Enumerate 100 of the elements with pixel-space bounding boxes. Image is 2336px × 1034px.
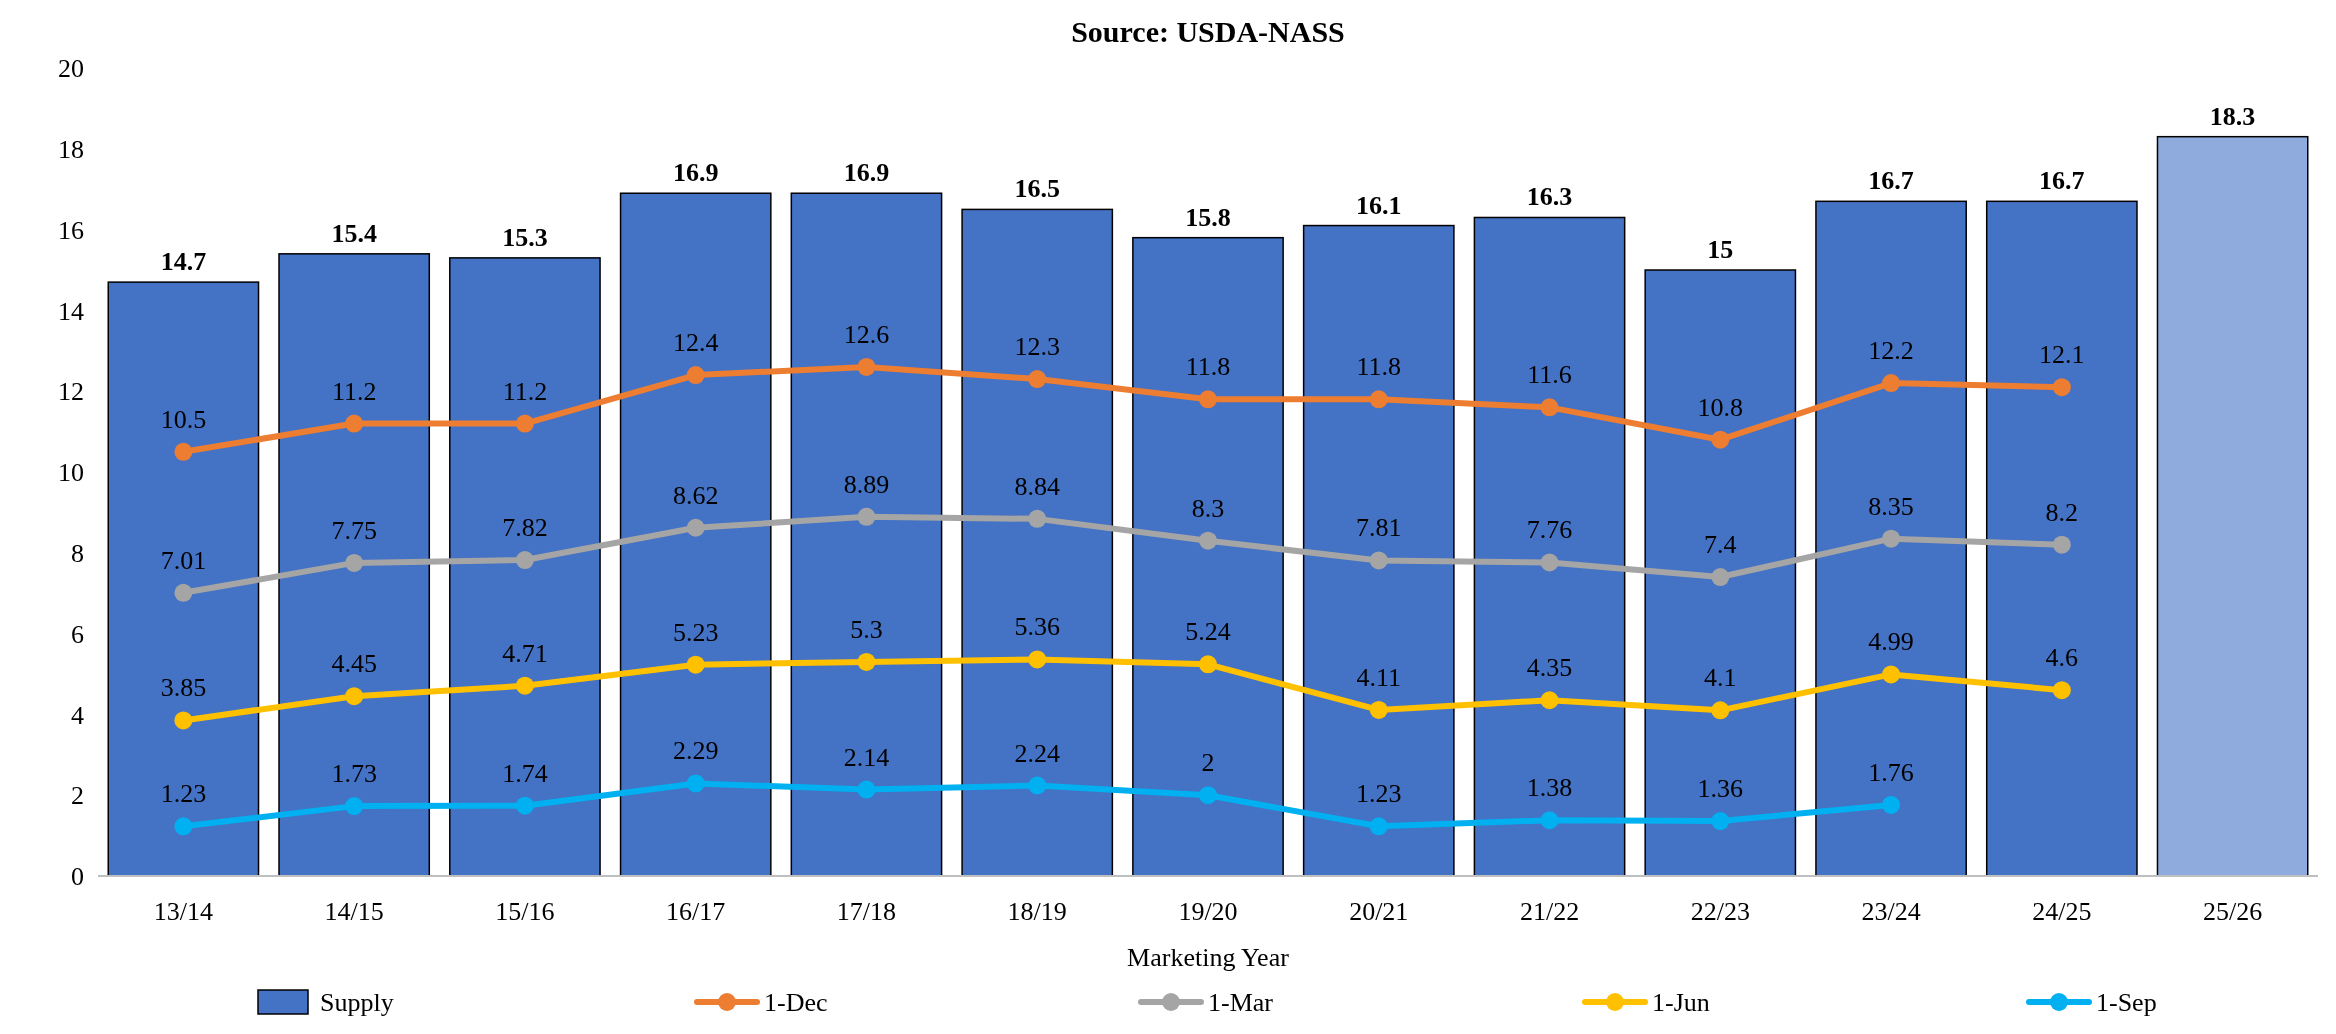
point [1369, 390, 1388, 409]
data-label: 15.8 [1185, 202, 1231, 232]
y-tick-label: 14 [58, 296, 84, 326]
data-label: 5.23 [672, 617, 719, 647]
point [1199, 786, 1217, 805]
data-label: 16.9 [672, 158, 719, 188]
point [1369, 817, 1388, 836]
x-tick-label: 16/17 [666, 897, 726, 926]
point [1882, 529, 1901, 548]
data-label: 4.71 [502, 638, 548, 668]
data-label: 2 [1201, 748, 1215, 778]
data-label: 1.23 [1356, 779, 1402, 809]
point [2052, 535, 2071, 554]
x-tick-label: 19/20 [1178, 897, 1238, 926]
point [686, 774, 705, 793]
legend-label: 1-Sep [2096, 988, 2157, 1018]
data-label: 5.36 [1014, 612, 1060, 642]
data-label: 7.75 [331, 515, 377, 545]
point [1882, 374, 1901, 393]
data-label: 7.4 [1704, 530, 1737, 560]
point [515, 796, 534, 815]
data-label: 12.6 [843, 319, 890, 349]
data-label: 16.1 [1356, 190, 1402, 220]
point [515, 414, 534, 433]
bar [1302, 224, 1455, 877]
x-tick-label: 17/18 [836, 897, 897, 926]
y-tick-label: 20 [58, 54, 84, 84]
point [345, 687, 364, 706]
bar [1473, 216, 1626, 877]
y-tick-label: 16 [58, 215, 84, 245]
data-label: 1.76 [1868, 757, 1914, 787]
data-label: 7.82 [502, 513, 548, 543]
y-tick-label: 0 [71, 862, 84, 892]
data-label: 8.2 [2045, 497, 2079, 527]
legend-label: 1-Dec [764, 988, 828, 1018]
x-tick-label: 18/19 [1007, 897, 1067, 926]
point [174, 711, 193, 730]
data-label: 7.81 [1356, 513, 1402, 543]
point [1711, 568, 1730, 587]
data-label: 4.6 [2045, 643, 2079, 673]
data-label: 3.85 [160, 673, 207, 703]
y-tick-label: 2 [71, 781, 84, 811]
point [1711, 430, 1730, 449]
data-label: 12.2 [1868, 336, 1914, 366]
point [1199, 390, 1217, 409]
data-label: 5.24 [1185, 617, 1231, 647]
data-label: 8.89 [843, 469, 890, 499]
point [1028, 776, 1047, 795]
data-label: 8.62 [672, 480, 719, 510]
point [1540, 691, 1559, 710]
point [1540, 553, 1559, 572]
point [1540, 811, 1559, 830]
data-label: 11.8 [1185, 352, 1231, 382]
point [1369, 551, 1388, 570]
data-label: 7.76 [1526, 515, 1573, 545]
data-label: 1.73 [331, 759, 377, 789]
bar [961, 208, 1114, 877]
bar [1815, 200, 1967, 877]
data-label: 11.2 [502, 376, 548, 406]
data-label: 1.38 [1526, 773, 1573, 803]
data-label: 2.24 [1014, 738, 1060, 768]
point [515, 551, 534, 570]
data-label: 8.3 [1191, 493, 1225, 523]
point [686, 366, 705, 385]
data-label: 4.99 [1868, 627, 1914, 657]
bar [107, 281, 260, 877]
data-label: 11.2 [331, 376, 377, 406]
data-label: 4.1 [1704, 663, 1737, 693]
point [2052, 378, 2071, 397]
y-tick-label: 12 [58, 377, 84, 407]
point [686, 655, 705, 674]
point [1199, 531, 1217, 550]
point [1028, 650, 1047, 669]
data-label: 12.4 [672, 328, 719, 358]
y-tick-label: 18 [58, 134, 84, 164]
y-tick-label: 6 [71, 619, 84, 649]
data-label: 1.74 [502, 758, 548, 788]
point [515, 676, 534, 695]
legend-label: 1-Jun [1652, 988, 1710, 1018]
point [1199, 655, 1217, 674]
point [857, 780, 876, 799]
point [345, 797, 364, 816]
y-tick-label: 4 [71, 700, 84, 730]
bar [1132, 236, 1284, 877]
x-tick-label: 23/24 [1861, 897, 1921, 926]
bar [278, 253, 431, 877]
x-tick-label: 25/26 [2203, 897, 2263, 926]
y-tick-label: 10 [58, 458, 84, 488]
point [345, 553, 364, 572]
data-label: 1.36 [1697, 774, 1744, 804]
point [1540, 398, 1559, 417]
point [174, 583, 193, 602]
data-label: 15 [1707, 235, 1734, 264]
x-tick-label: 14/15 [324, 897, 384, 926]
x-tick-label: 22/23 [1690, 897, 1750, 926]
data-label: 16.5 [1014, 174, 1060, 204]
data-label: 5.3 [850, 614, 883, 644]
point [345, 414, 364, 433]
data-label: 10.8 [1697, 392, 1744, 422]
data-label: 18.3 [2209, 101, 2256, 131]
